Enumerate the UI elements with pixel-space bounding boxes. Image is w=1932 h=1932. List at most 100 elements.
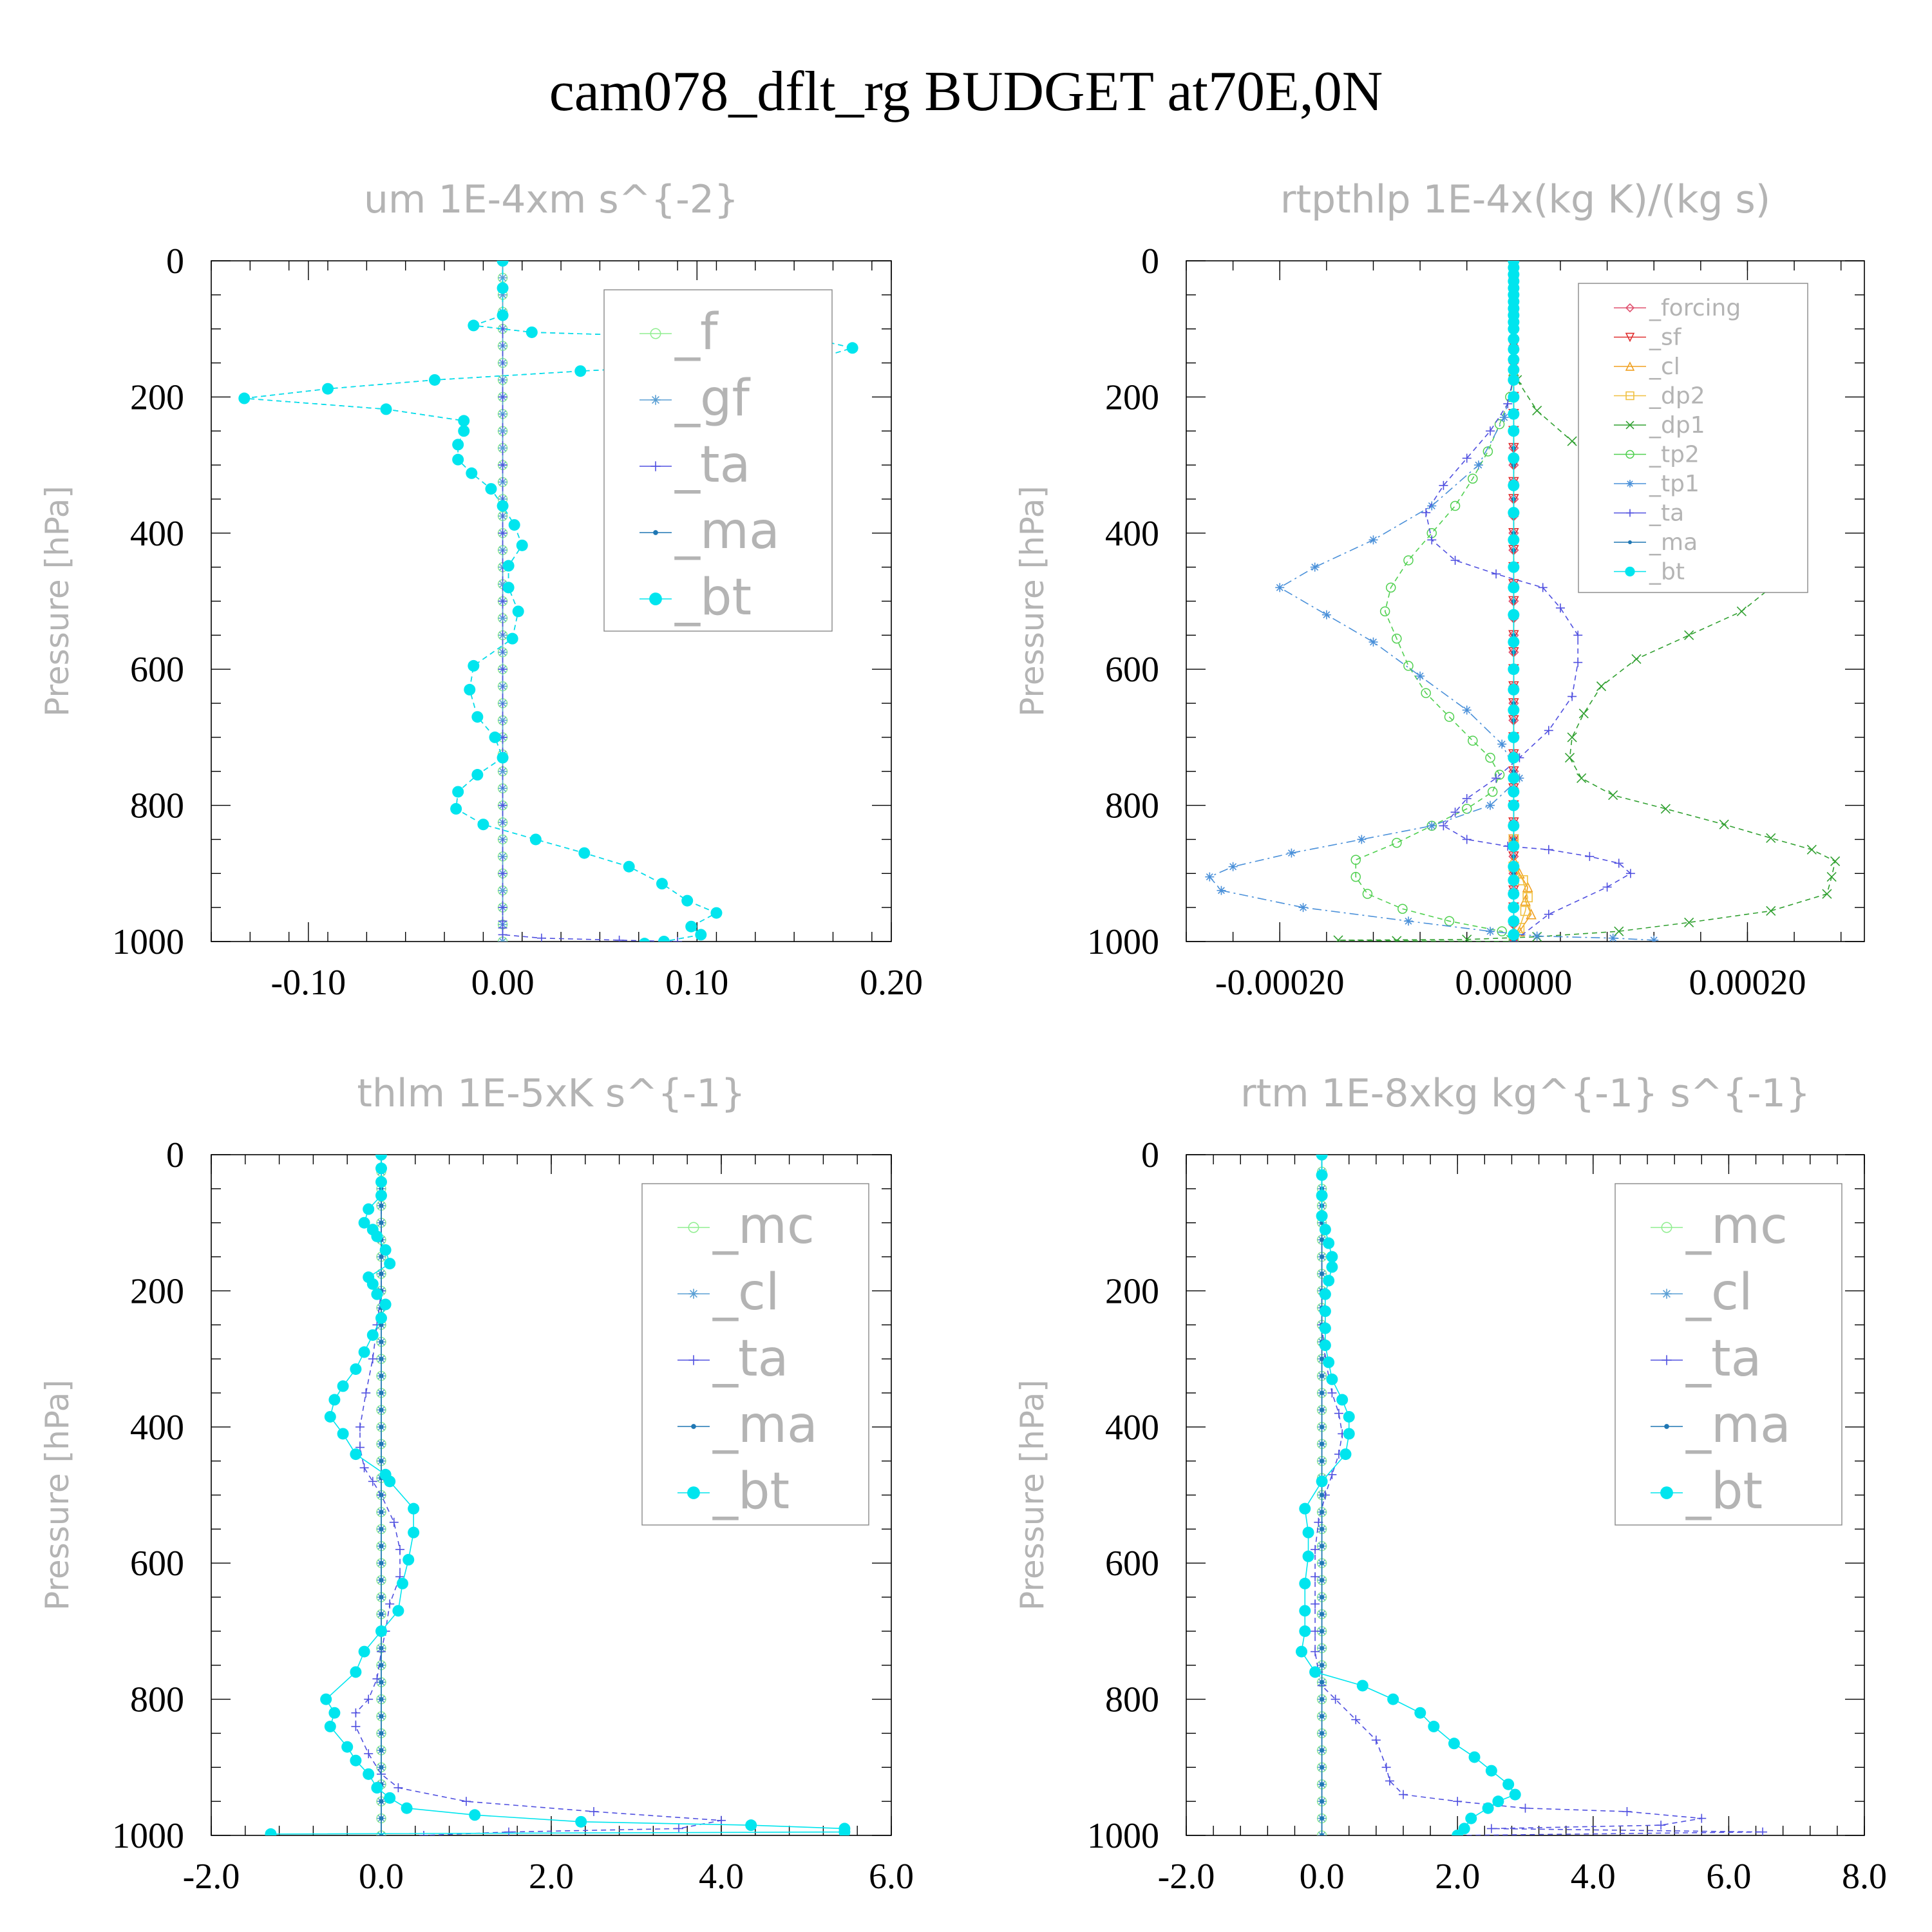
panel-2-series-dp1-point xyxy=(1660,804,1671,814)
panel-2-legend-entry-ma: _ma xyxy=(1614,529,1698,556)
panel-4-series-ta-point xyxy=(1486,1824,1496,1833)
panel-2-series-bt-point xyxy=(1508,364,1520,376)
panel-3-series-bt-point xyxy=(384,1792,396,1804)
panel-2-legend-entry-cl-label: _cl xyxy=(1649,354,1680,380)
panel-2-series-ta-point xyxy=(1421,508,1431,518)
panel-3-series-ta-point xyxy=(355,1422,365,1432)
panel-1-legend-entry-ma-label: _ma xyxy=(674,502,780,560)
panel-4-ylabel: Pressure [hPa] xyxy=(1014,1379,1051,1611)
panel-3-series-ma-point xyxy=(379,1611,384,1616)
panel-3-legend-entry-ma-label: _ma xyxy=(712,1396,818,1454)
panel-3-series-ma-point xyxy=(379,1816,384,1821)
panel-1-series-bt-point xyxy=(681,895,694,907)
panel-4-series-bt-point xyxy=(1319,1339,1331,1351)
panel-1-series-bt-point xyxy=(428,374,440,386)
panel-3-series-ma-point xyxy=(379,1510,384,1515)
panel-2-series-ta-point xyxy=(1544,726,1553,735)
panel-4-series-ma-point xyxy=(1320,1799,1325,1804)
panel-4-ytick-label: 0 xyxy=(1141,1135,1159,1175)
panel-4-series-bt-point xyxy=(1299,1625,1311,1637)
panel-4-series-bt-point xyxy=(1492,1795,1504,1808)
panel-4-series-ta-point xyxy=(1697,1814,1707,1823)
panel-4-series-ma-point xyxy=(1320,1663,1325,1668)
panel-1-series-gf-point xyxy=(498,766,507,776)
panel-2-legend-entry-forcing: _forcing xyxy=(1614,295,1741,321)
panel-2-series-tp1-point xyxy=(1473,460,1483,470)
panel-1-series-bt-point xyxy=(238,392,251,404)
panel-2-series-bt-point xyxy=(1508,663,1520,676)
panel-4-series-ma-point xyxy=(1320,1255,1325,1260)
panel-3-xtick-label: 0.0 xyxy=(359,1857,404,1897)
panel-3-series-bt-point xyxy=(375,1176,387,1188)
panel-2-series-dp1-point xyxy=(1766,833,1776,843)
panel-3-series-ta-point xyxy=(389,1517,399,1527)
panel-4-series-ma xyxy=(1320,1155,1325,1835)
panel-2-series-bt-point xyxy=(1508,683,1520,696)
panel-2-ytick-label: 600 xyxy=(1105,650,1159,690)
panel-2-series-ta xyxy=(1421,372,1635,942)
panel-4-ytick-label: 1000 xyxy=(1087,1816,1159,1856)
panel-2-series-tp2-point xyxy=(1494,419,1505,430)
panel-3-series-bt-point xyxy=(324,1410,336,1423)
panel-1-series-bt-point xyxy=(468,659,480,672)
panel-1-legend-entry-bt-label: _bt xyxy=(674,569,752,627)
panel-3-series-ma-point xyxy=(379,1493,384,1497)
panel-1-series-bt-point xyxy=(695,929,707,941)
panel-4-series-ma-point xyxy=(1320,1441,1325,1446)
panel-2-series-bt-point xyxy=(1508,534,1520,546)
panel-1-series-bt-point xyxy=(502,560,515,572)
panel-4-xtick-label: 0.0 xyxy=(1300,1857,1345,1897)
panel-3-series-bt-point xyxy=(358,1346,370,1358)
panel-2-series-tp1-point xyxy=(1298,903,1308,913)
panel-4-series-bt-point xyxy=(1302,1526,1314,1539)
panel-4-series-ma-point xyxy=(1320,1629,1325,1634)
panel-2-series-bt-point xyxy=(1508,840,1520,853)
panel-1-series-bt-point xyxy=(502,582,515,594)
panel-3-series-bt-point xyxy=(366,1278,379,1290)
panel-2-series-tp1-point xyxy=(1321,610,1331,620)
panel-4-series-ma-point xyxy=(1320,1356,1325,1361)
panel-1-series-bt-point xyxy=(497,752,509,764)
panel-3-series-ta-point xyxy=(674,1824,683,1833)
panel-2-series-tp2-point xyxy=(1444,712,1455,722)
panel-4-series-bt-point xyxy=(1326,1251,1338,1263)
panel-4-series-bt-point xyxy=(1468,1751,1481,1763)
panel-1-xtick-label: -0.10 xyxy=(271,963,346,1003)
panel-4-series-bt-point xyxy=(1482,1802,1494,1814)
panel-4-ytick-label: 800 xyxy=(1105,1680,1159,1720)
page-title: cam078_dflt_rg BUDGET at70E,0N xyxy=(549,61,1383,123)
panel-2-series-dp1-point xyxy=(1631,654,1642,664)
panel-4-series-ma-point xyxy=(1320,1407,1325,1412)
panel-2-series-dp1-point xyxy=(1614,926,1624,936)
panel-3-series-ma-point xyxy=(379,1203,384,1208)
panel-3-series-bt-point xyxy=(379,1244,392,1256)
panel-3-series-ma-point xyxy=(379,1340,384,1345)
panel-2-series-tp2-point xyxy=(1403,661,1414,671)
panel-4-series-ta-point xyxy=(1311,1572,1320,1582)
panel-1-legend-entry-gf-label: _gf xyxy=(674,370,751,428)
panel-4-ytick-label: 400 xyxy=(1105,1408,1159,1448)
panel-3-series-ma-point xyxy=(379,1425,384,1430)
panel-3-series-bt-point xyxy=(350,1363,362,1375)
panel-2-series-tp1-point xyxy=(1486,927,1495,936)
panel-2-legend-entry-dp1-marker xyxy=(1625,421,1634,430)
panel-3-series-ma xyxy=(379,1155,384,1835)
panel-3-series-bt-point xyxy=(375,1155,387,1160)
panel-3-series-bt-point xyxy=(371,1782,383,1794)
panel-3-series-ta-point xyxy=(419,1831,428,1835)
panel-4-legend-entry-ta: _ta xyxy=(1651,1330,1761,1388)
panel-2-series-ta-point xyxy=(1602,882,1612,892)
panel-2-series-ta-point xyxy=(1544,909,1553,919)
panel-1-series-bt-point xyxy=(452,786,464,798)
panel-4-xtick-label: 4.0 xyxy=(1571,1857,1616,1897)
panel-3-ytick-label: 800 xyxy=(130,1680,184,1720)
panel-2-series-ta-point xyxy=(1585,851,1595,861)
panel-1-series-bt-point xyxy=(506,632,518,645)
panel-2-series-tp2-point xyxy=(1362,889,1373,899)
panel-2-series-tp2-point xyxy=(1350,855,1361,865)
panel-4-series-bt-point xyxy=(1326,1261,1338,1273)
panel-4-series-ta-point xyxy=(1311,1599,1320,1609)
panel-4: rtm 1E-8xkg kg^{-1} s^{-1} Pressure [hPa]… xyxy=(1014,1071,1887,1897)
panel-1-ylabel: Pressure [hPa] xyxy=(39,486,76,717)
panel-2-series-tp2-point xyxy=(1468,735,1478,746)
